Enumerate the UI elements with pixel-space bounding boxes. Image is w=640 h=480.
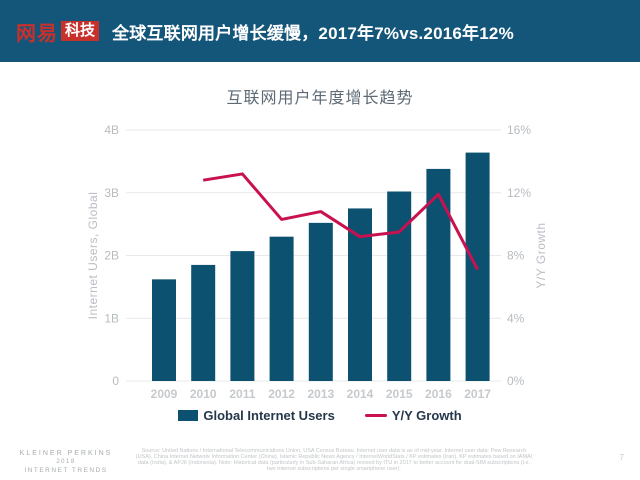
netease-tech-badge: 科技 — [61, 21, 100, 41]
page-number: 7 — [619, 453, 624, 462]
bar-2015[interactable] — [387, 191, 412, 381]
right-axis-tick-label: 16% — [507, 123, 531, 137]
brand-line-1: KLEINER PERKINS — [19, 450, 113, 457]
x-axis-label-2009: 2009 — [151, 387, 178, 401]
bar-2011[interactable] — [230, 251, 255, 381]
x-axis-label-2016: 2016 — [425, 387, 452, 401]
left-axis-tick-label: 3B — [104, 186, 119, 200]
legend-item-yy-growth[interactable]: Y/Y Growth — [364, 408, 462, 423]
right-axis-tick-label: 0% — [507, 374, 525, 388]
right-axis-tick-label: 12% — [507, 186, 531, 200]
x-axis-label-2015: 2015 — [386, 387, 413, 401]
right-axis-tick-label: 8% — [507, 249, 525, 263]
left-axis-tick-label: 2B — [104, 249, 119, 263]
x-axis-label-2014: 2014 — [347, 387, 374, 401]
bar-2010[interactable] — [191, 264, 216, 381]
left-axis-tick-label: 0 — [112, 374, 119, 388]
bar-2013[interactable] — [308, 222, 333, 381]
brand-line-2: 2018 — [56, 459, 76, 465]
bar-2009[interactable] — [152, 279, 176, 381]
right-axis-title: Y/Y Growth — [534, 222, 548, 288]
left-axis-tick-label: 4B — [104, 123, 119, 137]
yy-growth-line[interactable] — [202, 172, 479, 271]
right-axis-tick-label: 4% — [507, 311, 525, 325]
bar-2012[interactable] — [269, 236, 294, 381]
brand-line-3: INTERNET TRENDS — [24, 467, 108, 474]
legend-item-global-internet-users[interactable]: Global Internet Users — [178, 408, 335, 423]
x-axis-label-2011: 2011 — [229, 387, 255, 401]
bar-swatch-icon — [178, 410, 199, 421]
x-axis-label-2012: 2012 — [268, 387, 295, 401]
x-axis-label-2013: 2013 — [307, 387, 334, 401]
header-bar: 网易 科技 全球互联网用户增长缓慢，2017年7%vs.2016年12% — [0, 0, 640, 62]
page-title: 全球互联网用户增长缓慢，2017年7%vs.2016年12% — [112, 23, 514, 43]
legend-label-yy-growth: Y/Y Growth — [391, 408, 462, 423]
source-note: Source: United Nations / International T… — [135, 448, 533, 473]
line-swatch-icon — [364, 414, 387, 417]
legend-label-global-internet-users: Global Internet Users — [203, 408, 335, 423]
bar-2016[interactable] — [426, 168, 451, 381]
left-axis-tick-label: 1B — [104, 311, 119, 325]
chart-legend: Global Internet Users Y/Y Growth — [0, 408, 640, 423]
kleiner-perkins-brand: KLEINER PERKINS 2018 INTERNET TRENDS — [6, 450, 126, 474]
x-axis-label-2010: 2010 — [190, 387, 217, 401]
netease-logo[interactable]: 网易 科技 — [16, 17, 100, 46]
internet-users-growth-chart: 0 0% 1B 4% 2B 8% 3B 12% 4B 16% 2009 2010 2011 2012 201… — [86, 123, 548, 401]
left-axis-title: Internet Users, Global — [86, 192, 100, 320]
x-axis-label-2017: 2017 — [464, 387, 491, 401]
chart-title: 互联网用户年度增长趋势 — [226, 90, 414, 107]
netease-brand-text: 网易 — [16, 22, 58, 45]
